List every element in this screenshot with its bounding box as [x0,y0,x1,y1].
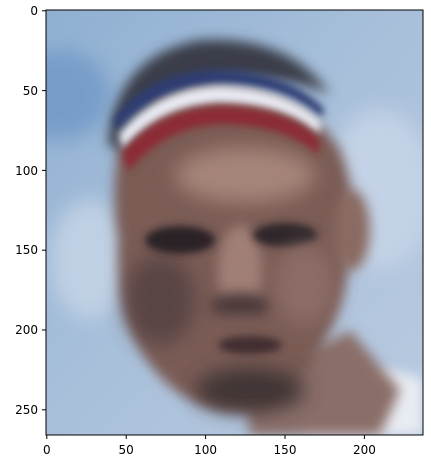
photo [46,10,423,435]
y-axis: 0 50 100 150 200 250 [15,4,46,417]
x-tick-label: 0 [43,443,51,457]
x-tick-label: 200 [353,443,376,457]
eye-left [145,226,215,254]
forehead-highlight [175,147,315,203]
y-tick-label: 150 [15,243,38,257]
cheek-right [275,245,335,325]
headband-white-stripe [118,86,322,150]
axes-frame [45,9,424,436]
neck [240,330,400,435]
x-axis: 0 50 100 150 200 [43,435,376,457]
x-tick-label: 150 [274,443,297,457]
hair [108,39,330,150]
eye-right [253,223,317,247]
x-tick-label: 100 [194,443,217,457]
sky-dark-patch [46,50,110,140]
cheek-left [125,255,195,345]
nose [218,225,262,315]
y-tick-label: 250 [15,403,38,417]
y-tick-label: 100 [15,164,38,178]
x-tick-label: 50 [119,443,134,457]
nose-shadow [210,293,270,317]
y-tick-label: 200 [15,323,38,337]
sky-light-patch-2 [50,200,130,320]
y-tick-label: 0 [30,4,38,18]
headband-blue-stripe [113,70,325,132]
chin-shadow [195,368,305,412]
mouth [218,336,282,354]
headband-red-stripe [122,106,320,172]
y-tick-label: 50 [23,84,38,98]
ear [334,190,370,270]
